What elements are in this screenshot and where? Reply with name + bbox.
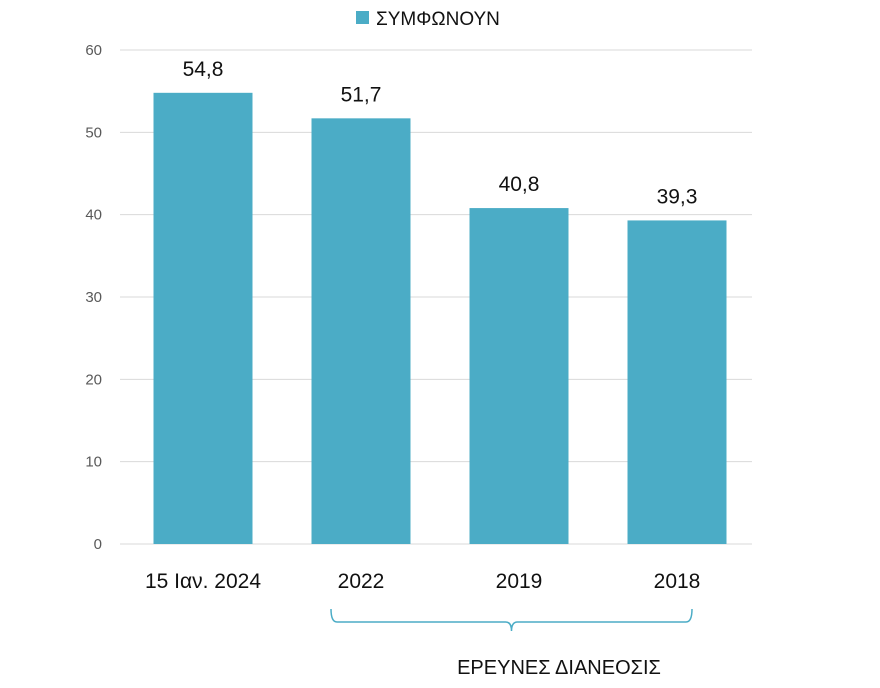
bar bbox=[469, 208, 569, 544]
data-labels: 54,8 51,7 40,8 39,3 bbox=[183, 58, 698, 209]
y-tick-label: 40 bbox=[85, 207, 102, 224]
y-tick-label: 0 bbox=[94, 536, 102, 553]
x-category-label: 2018 bbox=[654, 570, 701, 593]
y-tick-label: 20 bbox=[85, 371, 102, 388]
survey-annotation: ΕΡΕΥΝΕΣ ΔΙΑΝΕΟΣΙΣ bbox=[330, 608, 693, 679]
y-tick-label: 60 bbox=[85, 42, 102, 59]
annotation-bracket bbox=[330, 608, 693, 632]
annotation-label: ΕΡΕΥΝΕΣ ΔΙΑΝΕΟΣΙΣ bbox=[457, 657, 661, 679]
data-label: 40,8 bbox=[499, 173, 540, 196]
x-category-label: 2019 bbox=[496, 570, 543, 593]
bar bbox=[153, 92, 253, 545]
data-label: 51,7 bbox=[341, 83, 382, 106]
legend-swatch bbox=[356, 11, 369, 24]
x-category-label: 2022 bbox=[338, 570, 385, 593]
legend: ΣΥΜΦΩΝΟΥΝ bbox=[356, 9, 500, 30]
y-tick-label: 10 bbox=[85, 454, 102, 471]
data-label: 54,8 bbox=[183, 58, 224, 81]
data-label: 39,3 bbox=[657, 185, 698, 208]
x-category-label: 15 Ιαν. 2024 bbox=[145, 570, 261, 593]
y-tick-label: 50 bbox=[85, 124, 102, 141]
bar bbox=[627, 220, 727, 544]
y-axis-tick-labels: 0 10 20 30 40 50 60 bbox=[85, 42, 102, 553]
legend-label: ΣΥΜΦΩΝΟΥΝ bbox=[376, 9, 500, 30]
x-axis-category-labels: 15 Ιαν. 2024 2022 2019 2018 bbox=[145, 570, 700, 593]
bars bbox=[153, 92, 727, 545]
y-tick-label: 30 bbox=[85, 289, 102, 306]
bar bbox=[311, 118, 411, 544]
